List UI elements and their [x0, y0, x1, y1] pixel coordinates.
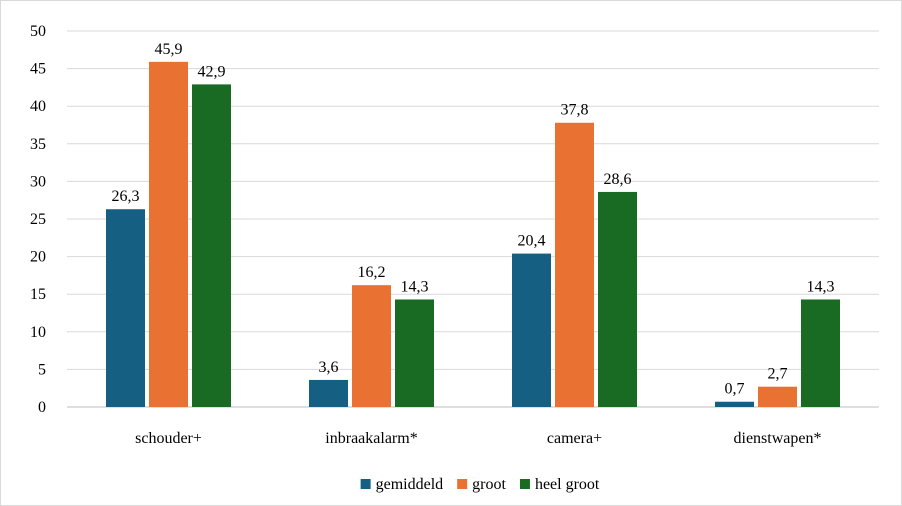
x-tick-label: camera+ [547, 430, 602, 447]
y-tick-label: 40 [30, 98, 46, 115]
bar-groot-2 [555, 122, 594, 407]
bar-heel-groot-2 [598, 191, 637, 407]
data-label: 28,6 [604, 171, 632, 188]
data-label: 3,6 [319, 359, 339, 376]
data-label: 0,7 [725, 381, 745, 398]
y-tick-label: 35 [30, 136, 46, 153]
bar-groot-0 [149, 61, 188, 407]
bar-gemiddeld-3 [715, 401, 754, 407]
bar-groot-3 [758, 386, 797, 407]
y-tick-label: 10 [30, 324, 46, 341]
legend-swatch [519, 479, 530, 489]
bar-heel-groot-3 [801, 299, 840, 407]
data-label: 26,3 [112, 188, 140, 205]
data-label: 2,7 [768, 366, 788, 383]
y-tick-label: 20 [30, 249, 46, 266]
legend-entry: heel groot [535, 476, 600, 493]
data-label: 20,4 [518, 233, 546, 250]
legend-entry: gemiddeld [376, 476, 444, 493]
x-tick-label: inbraakalarm* [325, 430, 417, 447]
bar-heel-groot-0 [192, 84, 231, 407]
x-tick-label: schouder+ [135, 430, 202, 447]
y-tick-label: 45 [30, 61, 46, 78]
legend-swatch [360, 479, 371, 489]
x-tick-label: dienstwapen* [734, 430, 822, 447]
bar-heel-groot-1 [395, 299, 434, 407]
y-tick-label: 25 [30, 211, 46, 228]
data-label: 14,3 [807, 278, 835, 295]
bar-gemiddeld-1 [309, 379, 348, 407]
y-tick-label: 5 [38, 361, 46, 378]
data-label: 42,9 [198, 63, 226, 80]
data-label: 16,2 [358, 264, 386, 281]
legend-swatch [457, 479, 468, 489]
bar-gemiddeld-0 [106, 209, 145, 407]
y-tick-label: 0 [38, 399, 46, 416]
data-label: 14,3 [401, 278, 429, 295]
bar-groot-1 [352, 285, 391, 407]
y-tick-label: 15 [30, 286, 46, 303]
bar-gemiddeld-2 [512, 253, 551, 407]
data-label: 45,9 [155, 41, 183, 58]
y-tick-label: 30 [30, 173, 46, 190]
y-tick-label: 50 [30, 23, 46, 40]
data-label: 37,8 [561, 102, 589, 119]
legend-entry: groot [472, 476, 506, 493]
